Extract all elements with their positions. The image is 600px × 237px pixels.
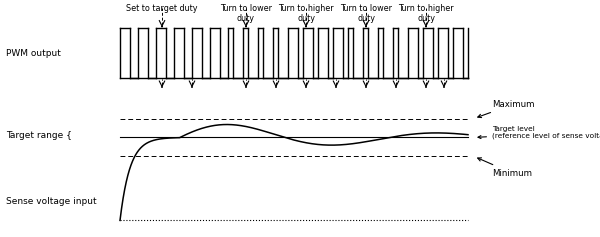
Text: Maximum: Maximum xyxy=(478,100,535,118)
Text: Turn to lower
duty: Turn to lower duty xyxy=(340,4,392,23)
Text: Sense voltage input: Sense voltage input xyxy=(6,197,97,206)
Text: Minimum: Minimum xyxy=(478,158,532,178)
Text: Set to target duty: Set to target duty xyxy=(126,4,198,13)
Text: Turn to higher
duty: Turn to higher duty xyxy=(278,4,334,23)
Text: Target range {: Target range { xyxy=(6,131,72,140)
Text: Target level
(reference level of sense voltage (Vs)): Target level (reference level of sense v… xyxy=(478,126,600,139)
Text: Turn to lower
duty: Turn to lower duty xyxy=(220,4,272,23)
Text: Turn to higher
duty: Turn to higher duty xyxy=(398,4,454,23)
Text: PWM output: PWM output xyxy=(6,49,61,58)
